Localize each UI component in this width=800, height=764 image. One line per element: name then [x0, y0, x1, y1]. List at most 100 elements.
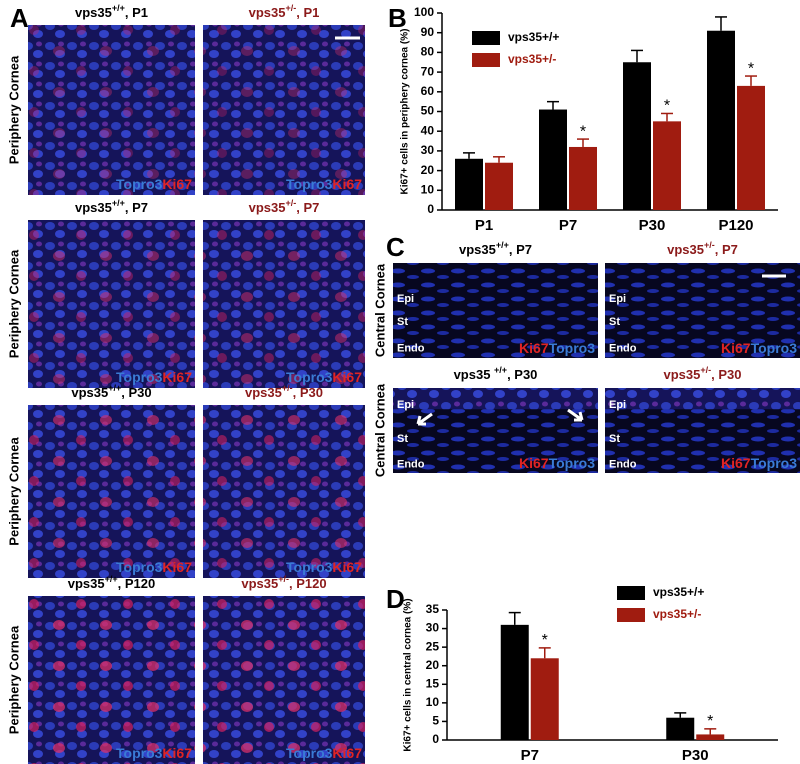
significance: *	[542, 632, 548, 649]
stain: Ki67	[332, 369, 362, 385]
age: , P30	[121, 385, 151, 400]
genotype: +/-	[285, 198, 296, 208]
stain-label: Topro3Ki67	[116, 559, 192, 575]
age: , P7	[125, 200, 148, 215]
y-tick-label: 25	[426, 639, 440, 653]
y-tick-label: 20	[421, 163, 435, 177]
row-label: Periphery Cornea	[6, 625, 21, 734]
age: , P7	[509, 242, 532, 257]
genotype: +/-	[278, 574, 289, 584]
gene: vps35	[667, 242, 704, 257]
layer-label: Epi	[609, 293, 626, 305]
y-tick-label: 0	[432, 732, 439, 746]
panel-letter: A	[10, 3, 29, 33]
genotype: +/+	[112, 3, 125, 13]
micrograph-ki67	[28, 596, 195, 764]
layer-label: Epi	[397, 293, 414, 305]
y-tick-label: 5	[432, 714, 439, 728]
y-axis-label: Ki67+ cells in periphery cornea (%)	[400, 29, 411, 195]
layer-label: St	[397, 433, 408, 445]
significance: *	[580, 123, 586, 140]
stain-label: Topro3Ki67	[286, 745, 362, 761]
micrograph-ki67	[28, 220, 195, 388]
age: , P1	[296, 5, 319, 20]
arrow	[567, 408, 584, 422]
y-tick-label: 30	[426, 621, 440, 635]
age: , P30	[507, 367, 537, 382]
row-label: Central Cornea	[372, 263, 387, 357]
stain: Topro3	[116, 559, 163, 575]
age: , P7	[715, 242, 738, 257]
y-tick-label: 90	[421, 25, 435, 39]
panel-letter: C	[386, 232, 405, 262]
panel-letter: D	[386, 584, 405, 614]
gene: vps35	[249, 5, 286, 20]
gene: vps35	[71, 385, 108, 400]
row-label: Periphery Cornea	[6, 249, 21, 358]
gene: vps35	[68, 576, 105, 591]
stain: Ki67	[721, 455, 751, 471]
micrograph-ki67	[203, 596, 365, 764]
genotype: +/-	[285, 3, 296, 13]
micrograph-ki67	[203, 220, 365, 388]
stain-label: Ki67Topro3	[721, 455, 797, 471]
bar	[707, 30, 735, 211]
legend-label: vps35+/-	[508, 52, 556, 66]
bar	[455, 158, 483, 210]
stain-label: Topro3Ki67	[116, 176, 192, 192]
bar	[737, 85, 765, 210]
layer-label: Endo	[609, 342, 637, 354]
stain: Ki67	[162, 559, 192, 575]
bar	[666, 717, 695, 740]
gene: vps35	[245, 385, 282, 400]
image-title: vps35+/+, P1	[75, 3, 148, 20]
layer-label: Epi	[609, 399, 626, 411]
y-tick-label: 60	[421, 84, 435, 98]
legend-swatch	[617, 608, 645, 622]
stain: Ki67	[332, 176, 362, 192]
legend-swatch	[472, 53, 500, 67]
image-title: vps35+/+, P30	[71, 383, 151, 400]
y-tick-label: 10	[426, 695, 440, 709]
bar	[500, 624, 529, 740]
genotype: +/+	[496, 240, 509, 250]
x-tick-label: P30	[682, 747, 709, 764]
genotype: +/-	[704, 240, 715, 250]
layer-label: St	[397, 316, 408, 328]
micrograph	[605, 263, 800, 358]
micrograph-ki67	[28, 25, 195, 195]
stain: Ki67	[332, 745, 362, 761]
epithelium	[393, 388, 598, 410]
stain-label: Topro3Ki67	[286, 176, 362, 192]
x-tick-label: P7	[521, 747, 539, 764]
stain-label: Ki67Topro3	[519, 340, 595, 356]
gene: vps35	[75, 200, 112, 215]
significance: *	[707, 713, 713, 730]
age: , P7	[296, 200, 319, 215]
stain: Ki67	[721, 340, 751, 356]
micrograph-ki67	[203, 405, 365, 578]
stain: Topro3	[751, 455, 798, 471]
genotype: +/+	[112, 198, 125, 208]
stain: Ki67	[162, 745, 192, 761]
bar	[530, 658, 559, 740]
image-title: vps35+/-, P7	[249, 198, 320, 215]
significance: *	[748, 60, 754, 77]
layer-label: Endo	[397, 342, 425, 354]
bar	[696, 734, 725, 740]
layer-label: Endo	[609, 458, 637, 470]
gene: vps35	[75, 5, 112, 20]
y-tick-label: 15	[426, 676, 440, 690]
image-title: vps35 +/+, P30	[454, 365, 538, 382]
gene: vps35	[454, 367, 494, 382]
epithelium	[605, 388, 800, 410]
y-tick-label: 35	[426, 602, 440, 616]
layer-label: Endo	[397, 458, 425, 470]
y-tick-label: 20	[426, 658, 440, 672]
image-title: vps35+/-, P30	[664, 365, 742, 382]
gene: vps35	[241, 576, 278, 591]
genotype: +/-	[700, 365, 711, 375]
row-label: Central Cornea	[372, 383, 387, 477]
age: , P120	[289, 576, 327, 591]
